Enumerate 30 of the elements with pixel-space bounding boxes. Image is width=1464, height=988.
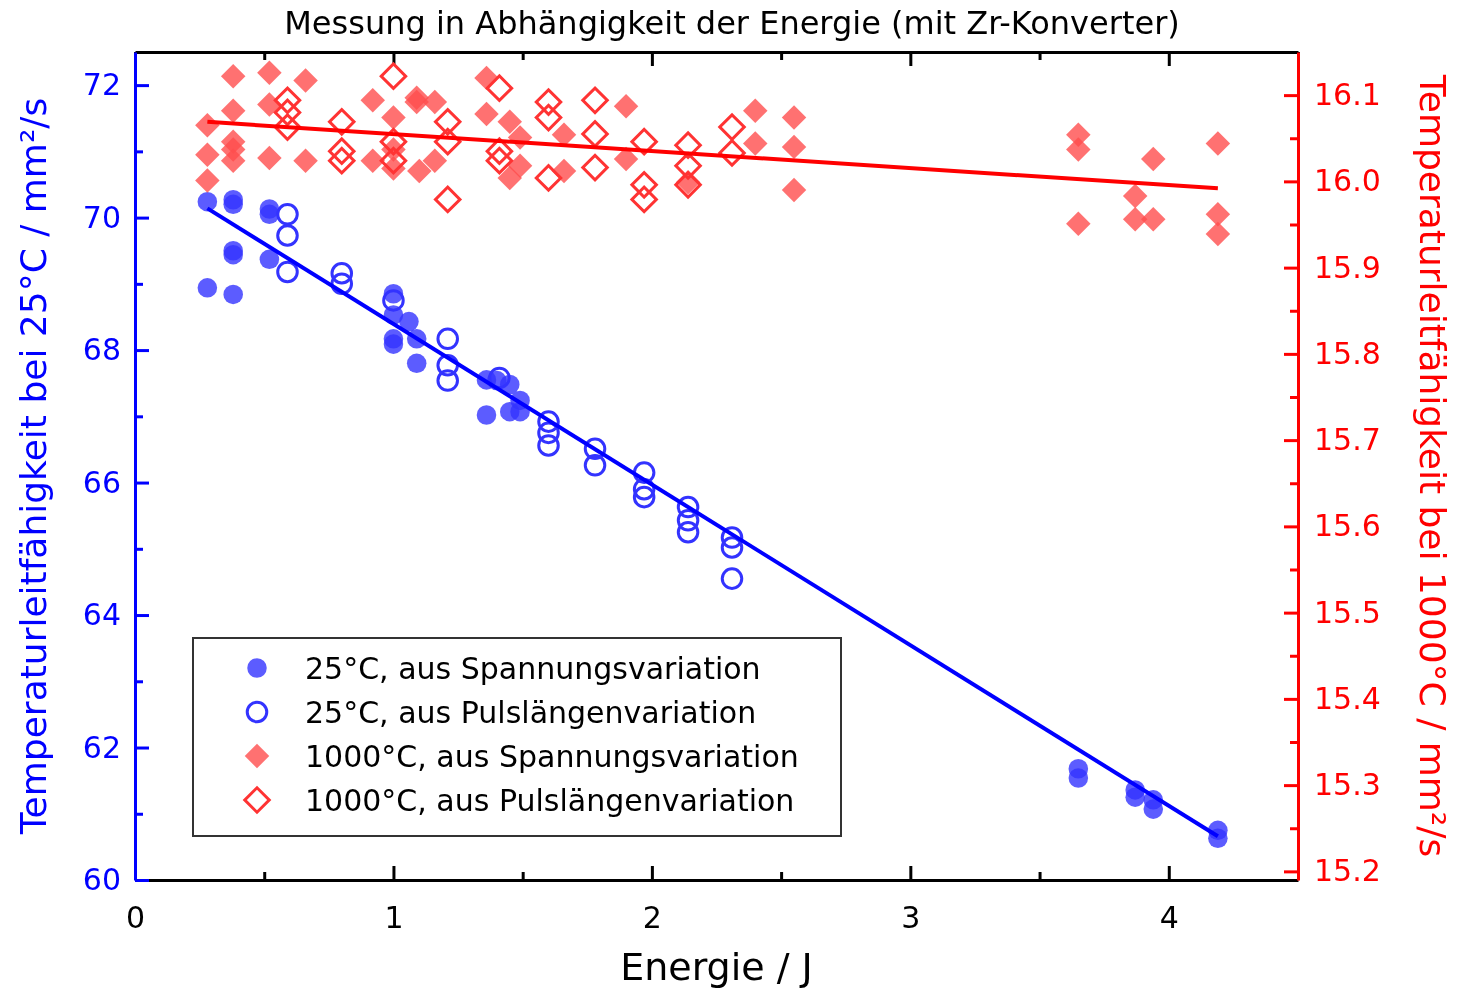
y-axis-title: Temperaturleitfähigkeit bei 25°C / mm²/s — [13, 97, 54, 836]
y-tick-label: 66 — [82, 464, 121, 500]
x-tick-label: 1 — [384, 900, 404, 935]
x-tick-label: 2 — [642, 900, 662, 935]
y2-tick-label: 16.0 — [1314, 163, 1381, 199]
y-tick-label: 64 — [82, 597, 121, 633]
y-tick-label: 68 — [82, 332, 121, 368]
chart-title: Messung in Abhängigkeit der Energie (mit Zr-Konverter) — [284, 4, 1180, 42]
y2-axis-title: Temperaturleitfähigkeit bei 1000°C / mm²/s — [1412, 73, 1453, 858]
y2-tick-label: 15.8 — [1314, 335, 1381, 371]
y2-tick-label: 15.5 — [1314, 594, 1381, 630]
y2-tick-label: 15.4 — [1314, 680, 1381, 716]
x-tick-label: 3 — [901, 900, 921, 935]
legend-label: 25°C, aus Spannungsvariation — [305, 651, 761, 686]
x-tick-label: 0 — [125, 900, 146, 935]
y2-tick-label: 15.7 — [1314, 422, 1381, 458]
y2-tick-label: 15.2 — [1314, 853, 1381, 889]
y-tick-label: 60 — [82, 862, 121, 898]
legend-label: 1000°C, aus Spannungsvariation — [305, 739, 799, 774]
y2-tick-label: 15.6 — [1314, 508, 1381, 544]
y-tick-label: 62 — [82, 729, 121, 765]
y2-tick-label: 15.3 — [1314, 767, 1381, 803]
y2-tick-label: 15.9 — [1314, 249, 1381, 285]
legend-label: 25°C, aus Pulslängenvariation — [305, 695, 757, 730]
y2-tick-label: 16.1 — [1314, 77, 1381, 113]
x-tick-label: 4 — [1159, 900, 1179, 935]
x-axis-title: Energie / J — [620, 945, 813, 988]
legend-label: 1000°C, aus Pulslängenvariation — [305, 783, 795, 818]
y-tick-label: 72 — [82, 67, 121, 103]
y-tick-label: 70 — [82, 199, 121, 235]
